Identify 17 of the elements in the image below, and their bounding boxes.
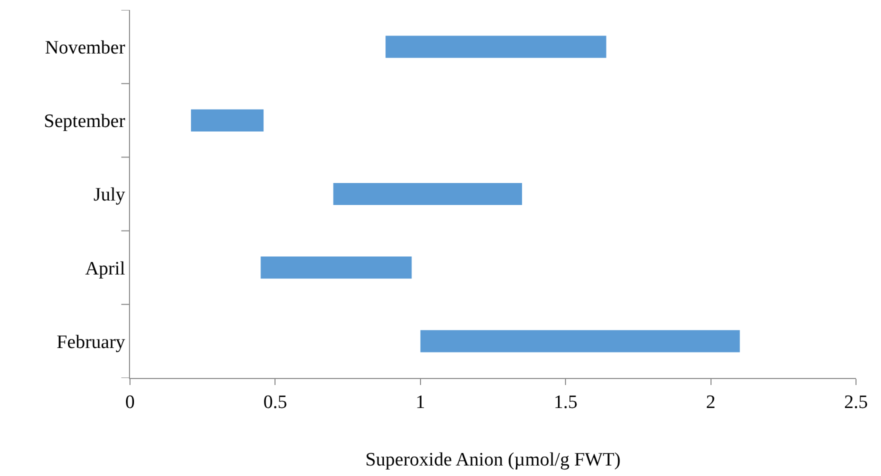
bar — [333, 182, 522, 206]
x-tick-label: 0.5 — [263, 392, 288, 413]
x-tick-label: 2 — [706, 392, 716, 413]
y-tick-label: November — [44, 37, 126, 58]
bar — [190, 109, 264, 132]
bar — [260, 256, 412, 279]
bar — [386, 36, 606, 58]
x-tick-label: 2.5 — [844, 392, 868, 413]
x-tick-label: 1 — [416, 392, 426, 413]
bar — [420, 330, 740, 352]
x-tick-label: 1.5 — [554, 392, 578, 413]
y-tick-label: September — [44, 111, 126, 132]
x-axis-title: Superoxide Anion (µmol/g FWT) — [365, 450, 621, 471]
y-tick-label: February — [56, 332, 126, 353]
y-tick-label: April — [85, 258, 126, 280]
x-tick-label: 0 — [125, 392, 135, 413]
y-tick-label: July — [94, 184, 126, 206]
